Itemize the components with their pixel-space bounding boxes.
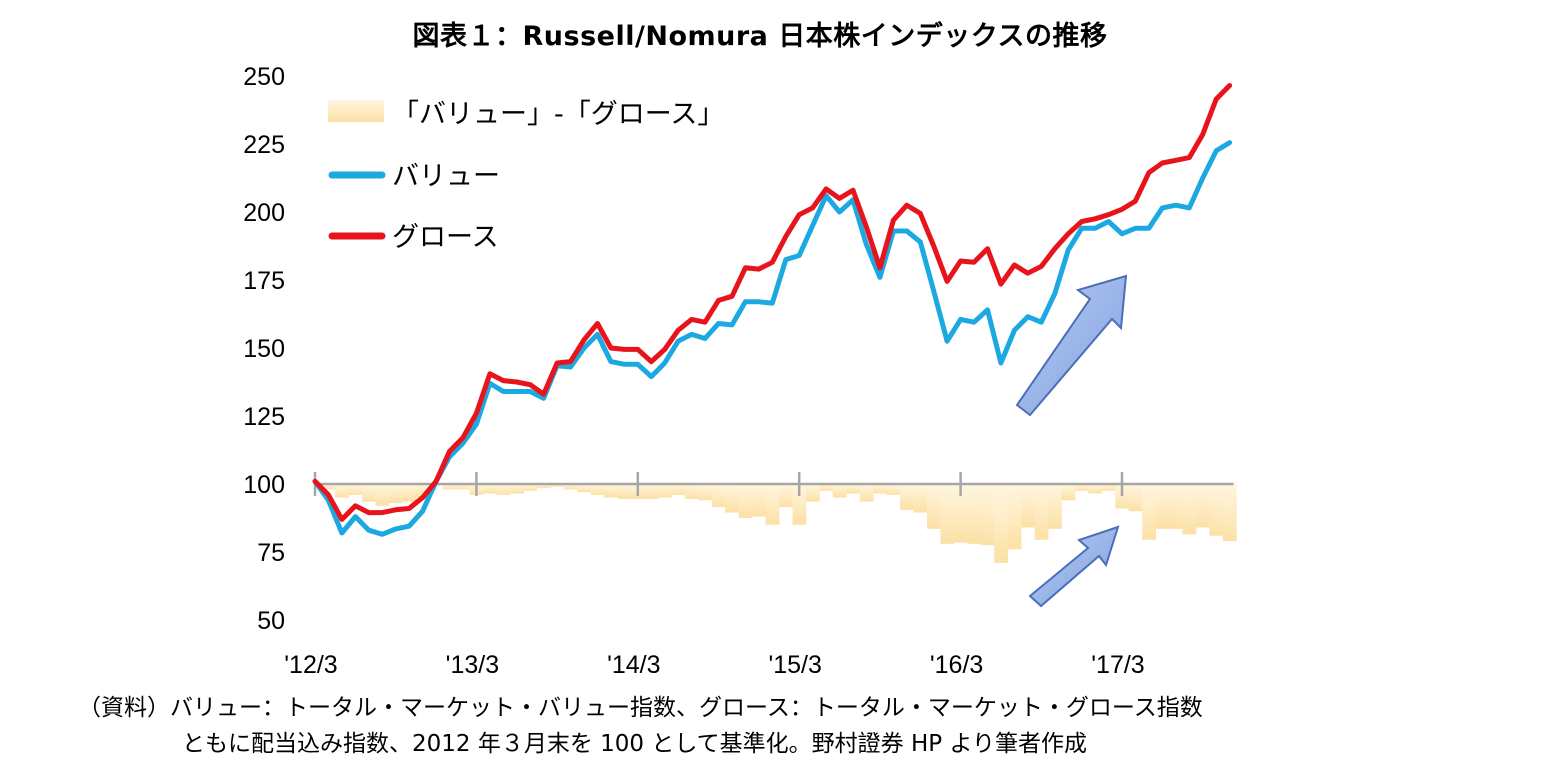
y-tick-label: 125 (243, 403, 285, 431)
chart-title: 図表１：Russell/Nomura 日本株インデックスの推移 (412, 21, 1108, 52)
diff-bar (913, 484, 928, 513)
diff-bar (577, 484, 592, 493)
diff-bar (1142, 484, 1157, 540)
source-note: （資料）バリュー：トータル・マーケット・バリュー指数、グロース：トータル・マーケ… (78, 690, 1203, 762)
source-line-1: （資料）バリュー：トータル・マーケット・バリュー指数、グロース：トータル・マーケ… (78, 695, 1203, 721)
series-line-growth (312, 83, 1233, 522)
diff-bar (926, 484, 941, 529)
diff-bar (375, 484, 390, 506)
diff-bar (738, 484, 753, 518)
series-line-value (312, 140, 1233, 537)
y-tick-label: 200 (243, 199, 285, 227)
diff-bar (1007, 484, 1022, 550)
diff-bar (779, 484, 793, 508)
diff-bar (698, 484, 713, 501)
diff-bar (1155, 484, 1170, 529)
diff-bar (886, 484, 901, 495)
x-tick-label: '13/3 (446, 651, 499, 679)
y-tick-label: 250 (243, 63, 285, 91)
diff-bar (940, 484, 955, 544)
diff-bar (953, 484, 968, 543)
diff-bar (967, 484, 982, 544)
diff-bar (1034, 484, 1049, 540)
diff-bar (1222, 484, 1237, 542)
x-tick-label: '17/3 (1091, 651, 1144, 679)
source-line-2: ともに配当込み指数、2012 年３月末を 100 として基準化。野村證券 HP … (182, 731, 1088, 757)
diff-bar (348, 484, 363, 495)
diff-bar (550, 484, 565, 487)
diff-bar (456, 484, 471, 490)
diff-bar (846, 484, 861, 494)
diff-bar (1074, 484, 1089, 491)
axes-group: '12/3 '13/3 '14/3 '15/3 '16/3 '17/3 250 225 200 1… (243, 63, 1234, 679)
diff-bar (994, 484, 1009, 563)
diff-bar (388, 484, 403, 504)
diff-bars-group (308, 484, 1237, 563)
diff-bar (765, 484, 780, 525)
diff-bar (402, 484, 417, 502)
diff-bar (832, 484, 847, 498)
diff-bar (510, 484, 524, 494)
y-tick-label: 100 (243, 471, 285, 499)
diff-bar (442, 484, 457, 490)
diff-bar (496, 484, 511, 495)
legend-label-growth: グロース (392, 222, 499, 253)
chart-canvas: '12/3 '13/3 '14/3 '15/3 '16/3 '17/3 250 225 200 1… (243, 63, 1237, 679)
diff-bar (563, 484, 578, 490)
x-tick-label: '16/3 (930, 651, 983, 679)
arrows-group (1015, 274, 1128, 608)
diff-bar (321, 484, 336, 490)
diff-bar (604, 484, 619, 498)
lines-group (312, 83, 1233, 537)
diff-bar (980, 484, 995, 546)
x-tick-label: '14/3 (607, 651, 660, 679)
diff-bar (1101, 484, 1116, 491)
diff-bar (859, 484, 874, 502)
x-tick-label: '12/3 (284, 651, 337, 679)
diff-bar (644, 484, 659, 499)
diff-bar (684, 484, 699, 499)
diff-bar (819, 484, 834, 491)
diff-bar (483, 484, 497, 494)
diff-bar (523, 484, 538, 491)
diff-bar (805, 484, 820, 502)
diff-bar (362, 484, 376, 502)
trend-arrow-upper (1015, 274, 1128, 417)
diff-bar (657, 484, 672, 498)
diff-bar (1182, 484, 1197, 535)
diff-bar (536, 484, 551, 489)
diff-bar (873, 484, 888, 494)
legend-label-diff: 「バリュー」-「グロース」 (392, 99, 724, 130)
y-tick-label: 50 (257, 607, 285, 635)
legend-label-value: バリュー (392, 161, 500, 192)
y-tick-label: 150 (243, 335, 285, 363)
x-tick-label: '15/3 (768, 651, 821, 679)
diff-bar (1048, 484, 1062, 529)
y-tick-label: 225 (243, 131, 285, 159)
diff-bar (590, 484, 605, 495)
diff-bar (725, 484, 740, 513)
diff-bar (1061, 484, 1076, 501)
diff-bar (617, 484, 632, 499)
diff-bar (1169, 484, 1183, 529)
diff-bar (671, 484, 686, 495)
diff-bar (335, 484, 350, 498)
diff-bar (900, 484, 914, 510)
diff-bar (792, 484, 807, 525)
diff-bar (711, 484, 726, 508)
trend-arrow-lower (1028, 525, 1120, 608)
y-tick-label: 75 (257, 539, 285, 567)
legend-swatch-diff (328, 100, 384, 122)
diff-bar (1195, 484, 1210, 528)
diff-bar (1128, 484, 1143, 512)
diff-bar (1209, 484, 1224, 536)
diff-bar (1115, 484, 1130, 509)
diff-bar (1088, 484, 1103, 494)
y-tick-label: 175 (243, 267, 285, 295)
diff-bar (752, 484, 766, 517)
diff-bar (1021, 484, 1035, 528)
